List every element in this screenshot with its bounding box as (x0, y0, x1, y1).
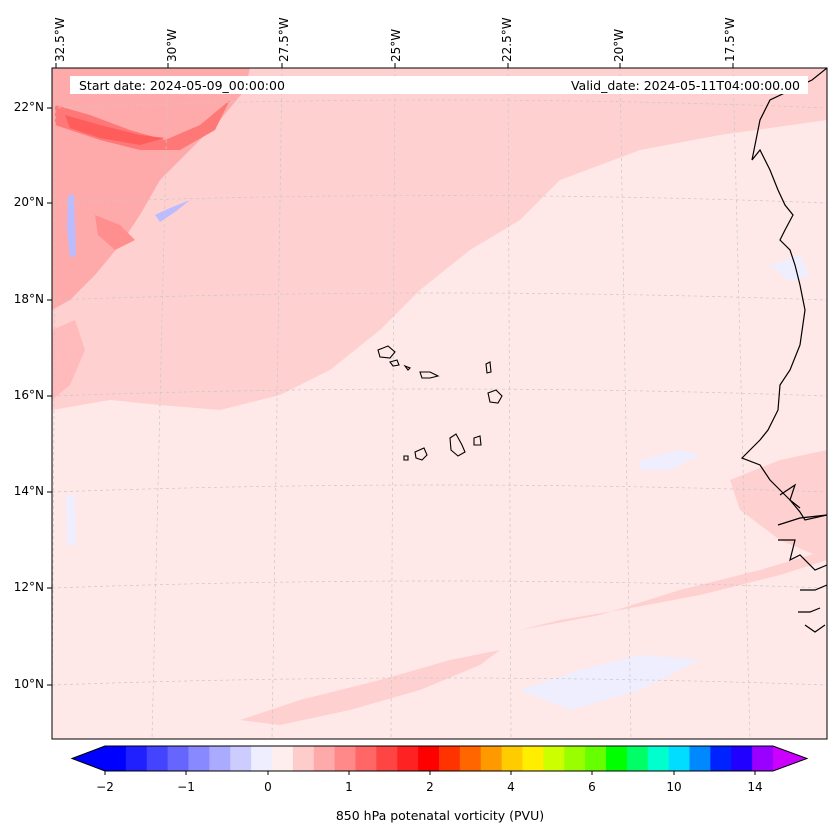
colorbar-segment (585, 746, 607, 771)
colorbar-segment (251, 746, 273, 771)
colorbar-segment (626, 746, 649, 771)
colorbar-segment (459, 746, 482, 771)
pv-contour-band-light (52, 68, 827, 410)
colorbar-segment (543, 746, 565, 771)
valid-date-label: Valid_date: 2024-05-11T04:00:00.00 (570, 78, 800, 93)
colorbar-segment (334, 746, 356, 771)
start-date-label: Start date: 2024-05-09_00:00:00 (79, 78, 285, 93)
pv-contour-negative-5 (67, 195, 76, 258)
lon-label-27.5w: 27.5°W (277, 17, 291, 62)
colorbar-segment (230, 746, 252, 771)
colorbar-tick-label: 10 (666, 780, 682, 794)
pv-contour-band-south-2 (240, 650, 500, 725)
colorbar-segment (397, 746, 419, 771)
cape-verde-islands (377, 345, 503, 461)
colorbar-tick-label: 2 (426, 780, 434, 794)
senegal-gambia-coast (777, 483, 827, 633)
lat-label-22n: 22°N (13, 100, 44, 114)
colorbar-segment (418, 746, 440, 771)
map-frame (51, 67, 828, 740)
colorbar-tick-label: −1 (177, 780, 195, 794)
lon-label-25w: 25°W (389, 28, 403, 62)
pv-contour-negative-2 (640, 450, 700, 470)
colorbar-segment (606, 746, 628, 771)
pv-contour-band-strong-core (65, 115, 165, 145)
lat-label-12n: 12°N (13, 580, 44, 594)
colorbar-segment (292, 746, 315, 771)
map-plot-area (52, 68, 827, 739)
colorbar-segment (125, 746, 148, 771)
map-gridlines (52, 68, 827, 739)
lat-label-16n: 16°N (13, 388, 44, 402)
colorbar-under-extension (72, 746, 105, 771)
colorbar (70, 745, 809, 775)
pv-contour-negative-4 (66, 495, 76, 545)
colorbar-segment (522, 746, 544, 771)
pv-contour-band-light-tongue (52, 230, 300, 380)
colorbar-segment (480, 746, 503, 771)
colorbar-segment (355, 746, 377, 771)
colorbar-segment (376, 746, 398, 771)
colorbar-segment (105, 746, 127, 771)
colorbar-tick-label: −2 (96, 780, 114, 794)
lon-label-17.5w: 17.5°W (723, 17, 737, 62)
colorbar-segment (501, 746, 523, 771)
pv-contour-negative-1 (520, 655, 700, 710)
colorbar-segment (752, 746, 774, 771)
colorbar-segment (564, 746, 586, 771)
colorbar-segment (313, 746, 336, 771)
colorbar-segment (689, 746, 711, 771)
lon-label-30w: 30°W (165, 28, 179, 62)
colorbar-tick-label: 0 (264, 780, 272, 794)
colorbar-segment (209, 746, 231, 771)
colorbar-segment (731, 746, 753, 771)
colorbar-tick-label: 1 (345, 780, 353, 794)
colorbar-segment (167, 746, 189, 771)
colorbar-over-extension (773, 746, 807, 771)
pv-contour-band-red-small (95, 215, 135, 250)
colorbar-title: 850 hPa potenatal vorticity (PVU) (335, 808, 545, 823)
date-info-box: Start date: 2024-05-09_00:00:00 Valid_da… (70, 76, 808, 94)
pv-contour-negative-6 (155, 200, 190, 222)
colorbar-segment (188, 746, 210, 771)
lat-label-10n: 10°N (13, 677, 44, 691)
lat-label-14n: 14°N (13, 484, 44, 498)
lon-label-22.5w: 22.5°W (500, 17, 514, 62)
lon-label-20w: 20°W (612, 28, 626, 62)
colorbar-segment (647, 746, 670, 771)
pv-contour-band-medium-2 (52, 320, 85, 400)
pv-contour-band-africa (730, 450, 827, 560)
lon-label-32.5w: 32.5°W (53, 17, 67, 62)
colorbar-segment (146, 746, 169, 771)
colorbar-segment (710, 746, 732, 771)
colorbar-tick-label: 14 (747, 780, 763, 794)
pv-contour-negative-3 (770, 255, 810, 282)
africa-coastline (740, 68, 827, 521)
lat-label-18n: 18°N (13, 292, 44, 306)
colorbar-tick-label: 4 (507, 780, 515, 794)
colorbar-segment (439, 746, 461, 771)
lat-label-20n: 20°N (13, 195, 44, 209)
colorbar-segment (668, 746, 690, 771)
colorbar-segment (272, 746, 294, 771)
colorbar-tick-label: 6 (588, 780, 596, 794)
map-ticks (47, 63, 734, 686)
